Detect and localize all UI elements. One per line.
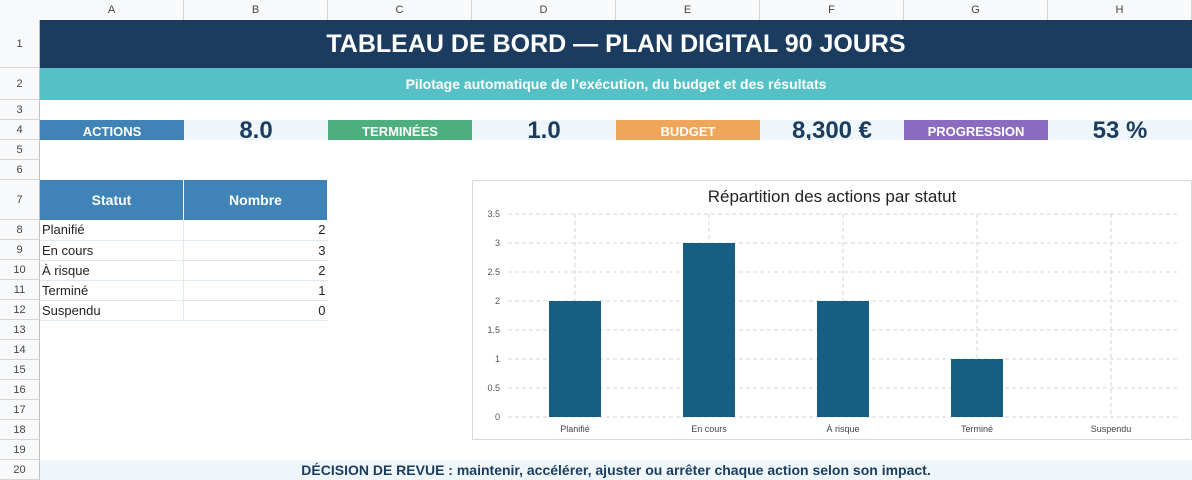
x-tick-label: En cours [691, 424, 727, 434]
row-header-17[interactable]: 17 [0, 400, 40, 420]
kpi-budget-value-text: 8,300 € [791, 117, 873, 141]
column-header-f[interactable]: F [760, 0, 904, 20]
row-header-14[interactable]: 14 [0, 340, 40, 360]
row-header-1[interactable]: 1 [0, 20, 40, 68]
count-cell[interactable]: 1 [183, 280, 328, 301]
status-cell[interactable]: Planifié [40, 220, 184, 241]
column-header-h[interactable]: H [1048, 0, 1192, 20]
row-header-5[interactable]: 5 [0, 140, 40, 160]
status-bar-chart[interactable]: Répartition des actions par statut 0 0.5 1… [472, 180, 1192, 440]
row-header-18[interactable]: 18 [0, 420, 40, 440]
y-tick-label: 2.5 [487, 267, 500, 277]
chart-title: Répartition des actions par statut [707, 187, 957, 206]
kpi-budget-value[interactable]: 8,300 € [760, 108, 904, 141]
count-cell[interactable]: 2 [183, 260, 328, 281]
dashboard-title[interactable]: TABLEAU DE BORD — PLAN DIGITAL 90 JOURS [40, 20, 1192, 68]
row-header-10[interactable]: 10 [0, 260, 40, 280]
row-header-15[interactable]: 15 [0, 360, 40, 380]
table-row: Suspendu 0 [40, 300, 328, 321]
status-cell[interactable]: En cours [40, 240, 184, 261]
row-header-16[interactable]: 16 [0, 380, 40, 400]
column-header-d[interactable]: D [472, 0, 616, 20]
kpi-progression-value[interactable]: 53 % [1048, 108, 1192, 141]
y-tick-label: 2 [495, 296, 500, 306]
kpi-terminees-value-text: 1.0 [527, 117, 561, 141]
bar-termin- [951, 359, 1003, 417]
kpi-progression-value-text: 53 % [1092, 117, 1148, 141]
y-tick-label: 1 [495, 354, 500, 364]
kpi-terminees-label[interactable]: TERMINÉES [328, 120, 472, 140]
x-tick-label: À risque [826, 424, 859, 434]
status-cell[interactable]: Suspendu [40, 300, 184, 321]
x-tick-label: Planifié [560, 424, 590, 434]
kpi-progression-label[interactable]: PROGRESSION [904, 120, 1048, 140]
row-header-3[interactable]: 3 [0, 100, 40, 120]
row-header-12[interactable]: 12 [0, 300, 40, 320]
y-tick-label: 1.5 [487, 325, 500, 335]
count-cell[interactable]: 3 [183, 240, 328, 261]
row-header-19[interactable]: 19 [0, 440, 40, 460]
table-row: Planifié 2 [40, 220, 328, 241]
dashboard-subtitle[interactable]: Pilotage automatique de l’exécution, du … [40, 68, 1192, 100]
column-header-e[interactable]: E [616, 0, 760, 20]
y-tick-label: 3 [495, 238, 500, 248]
status-table: Statut Nombre Planifié 2 En cours 3 À ri… [40, 180, 328, 321]
column-header-g[interactable]: G [904, 0, 1048, 20]
kpi-actions-value-text: 8.0 [239, 117, 273, 141]
table-row: À risque 2 [40, 260, 328, 281]
row-header-8[interactable]: 8 [0, 220, 40, 240]
row-header-9[interactable]: 9 [0, 240, 40, 260]
kpi-budget-label[interactable]: BUDGET [616, 120, 760, 140]
column-header-c[interactable]: C [328, 0, 472, 20]
x-tick-label: Terminé [961, 424, 993, 434]
row-header-11[interactable]: 11 [0, 280, 40, 300]
chart-plot: 0 0.5 1 1.5 2 2.5 3 3.5 Planifié En cours À risque… [487, 209, 1178, 434]
bar-en-cours [683, 243, 735, 417]
bar-planifi- [549, 301, 601, 417]
row-header-13[interactable]: 13 [0, 320, 40, 340]
count-cell[interactable]: 2 [183, 220, 328, 241]
count-column-header[interactable]: Nombre [183, 180, 328, 220]
kpi-actions-value[interactable]: 8.0 [184, 108, 328, 141]
x-tick-label: Suspendu [1091, 424, 1132, 434]
status-cell[interactable]: À risque [40, 260, 184, 281]
y-tick-label: 0.5 [487, 383, 500, 393]
kpi-actions-label[interactable]: ACTIONS [40, 120, 184, 140]
review-decision-note[interactable]: DÉCISION DE REVUE : maintenir, accélérer… [40, 460, 1192, 480]
column-header-bar: A B C D E F G H [0, 0, 1192, 21]
column-header-b[interactable]: B [184, 0, 328, 20]
table-row: En cours 3 [40, 240, 328, 261]
count-cell[interactable]: 0 [183, 300, 328, 321]
y-tick-label: 3.5 [487, 209, 500, 219]
row-header-4[interactable]: 4 [0, 120, 40, 140]
kpi-terminees-value[interactable]: 1.0 [472, 108, 616, 141]
row-header-7[interactable]: 7 [0, 180, 40, 220]
column-header-a[interactable]: A [40, 0, 184, 20]
row-header-6[interactable]: 6 [0, 160, 40, 180]
row-header-20[interactable]: 20 [0, 460, 40, 480]
y-tick-label: 0 [495, 412, 500, 422]
table-row: Terminé 1 [40, 280, 328, 301]
row-header-2[interactable]: 2 [0, 68, 40, 100]
status-cell[interactable]: Terminé [40, 280, 184, 301]
status-column-header[interactable]: Statut [40, 180, 184, 220]
bar--risque [817, 301, 869, 417]
